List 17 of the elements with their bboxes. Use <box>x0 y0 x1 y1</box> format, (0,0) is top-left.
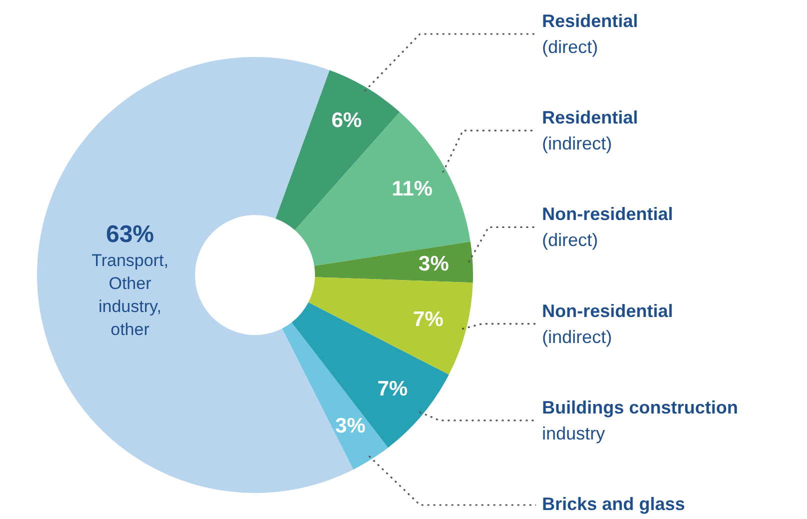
data-label: 7% <box>377 378 408 401</box>
data-label: 3% <box>418 252 450 276</box>
slice-label: Bricks and glass <box>542 494 686 514</box>
data-label: 7% <box>413 308 444 332</box>
data-label: 11% <box>392 177 433 200</box>
donut-slice <box>292 302 449 448</box>
donut-slice <box>308 277 473 375</box>
slice-label: Transport, Other industry, other <box>92 251 168 339</box>
data-label: 63% <box>106 221 154 248</box>
data-label: 6% <box>331 109 362 132</box>
category-label: Non-residential (direct) <box>542 204 674 250</box>
category-label: Residential (indirect) <box>542 108 638 154</box>
category-label: Non-residential (indirect) <box>542 300 674 347</box>
category-label: Residential (direct) <box>542 11 638 57</box>
category-label: Buildings construction industry <box>542 397 738 444</box>
donut-slice <box>314 242 473 283</box>
data-label: 3% <box>335 414 366 438</box>
